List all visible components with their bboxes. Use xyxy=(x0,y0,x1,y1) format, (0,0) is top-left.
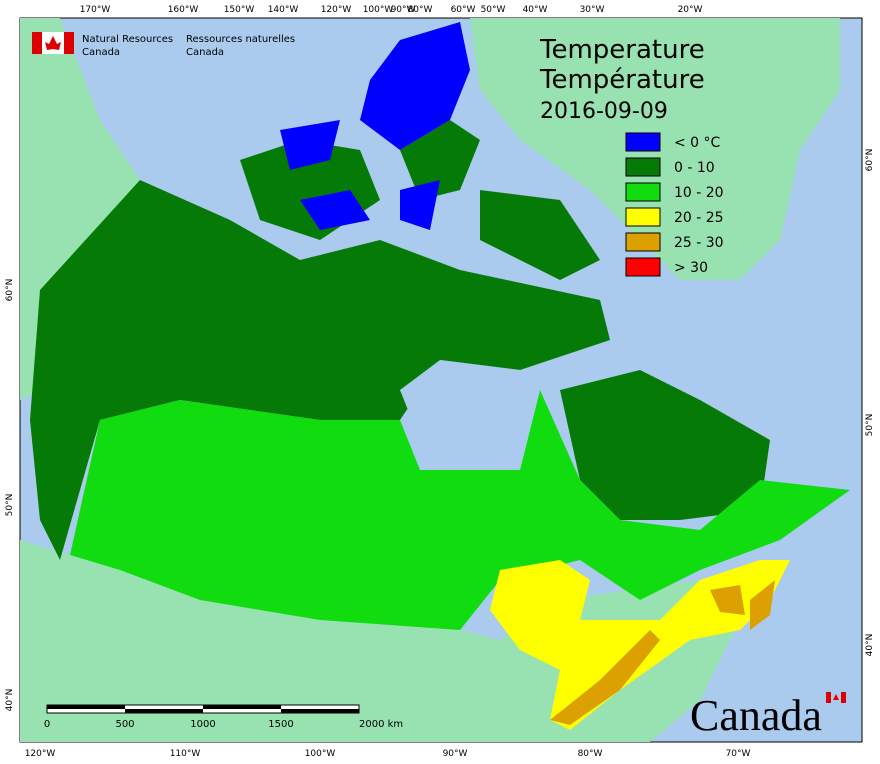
legend-swatch xyxy=(625,207,661,227)
org-name-en: Canada xyxy=(82,47,120,58)
map-title: 2016-09-09 xyxy=(540,99,668,124)
org-name-fr: Ressources naturelles xyxy=(186,34,295,45)
legend-swatch xyxy=(625,132,661,152)
hudson-bay xyxy=(400,360,540,470)
right-latitude-label: 40°N xyxy=(865,634,875,657)
top-longitude-label: 60°W xyxy=(451,5,476,15)
bottom-longitude-label: 110°W xyxy=(170,749,201,759)
top-longitude-label: 30°W xyxy=(580,5,605,15)
top-longitude-label: 140°W xyxy=(268,5,299,15)
map-title: Température xyxy=(539,65,705,95)
scale-label: 0 xyxy=(44,719,50,730)
right-latitude-label: 60°N xyxy=(865,149,875,172)
left-latitude-label: 60°N xyxy=(5,279,15,302)
region-cold xyxy=(280,22,470,230)
wordmark-flag xyxy=(826,692,846,703)
right-latitude-label: 50°N xyxy=(865,414,875,437)
region-cool xyxy=(30,180,610,560)
bottom-longitude-label: 90°W xyxy=(443,749,468,759)
scale-label: 1500 xyxy=(268,719,293,730)
top-longitude-label: 50°W xyxy=(481,5,506,15)
legend-label: > 30 xyxy=(674,260,708,276)
top-longitude-label: 170°W xyxy=(80,5,111,15)
legend-label: 0 - 10 xyxy=(674,160,715,176)
org-name-fr: Canada xyxy=(186,47,224,58)
top-longitude-label: 20°W xyxy=(678,5,703,15)
scale-bar: 0 500 1000 1500 2000 km xyxy=(44,704,403,730)
bottom-longitude-label: 120°W xyxy=(25,749,56,759)
left-latitude-label: 40°N xyxy=(5,689,15,712)
legend-swatch xyxy=(625,157,661,177)
region-cool xyxy=(560,370,770,520)
legend-swatch xyxy=(625,257,661,277)
canada-wordmark: Canada xyxy=(690,691,822,740)
top-longitude-label: 150°W xyxy=(224,5,255,15)
bottom-longitude-label: 70°W xyxy=(726,749,751,759)
scale-label: 1000 xyxy=(190,719,215,730)
legend-swatch xyxy=(625,182,661,202)
top-longitude-label: 40°W xyxy=(523,5,548,15)
top-longitude-label: 120°W xyxy=(321,5,352,15)
top-longitude-label: 80°W xyxy=(408,5,433,15)
map-title: Temperature xyxy=(539,35,705,65)
legend-label: 20 - 25 xyxy=(674,210,724,226)
bottom-longitude-label: 100°W xyxy=(305,749,336,759)
legend-label: 10 - 20 xyxy=(674,185,724,201)
left-latitude-label: 50°N xyxy=(5,494,15,517)
top-longitude-label: 90°W xyxy=(391,5,416,15)
bottom-longitude-label: 80°W xyxy=(578,749,603,759)
top-longitude-label: 100°W xyxy=(363,5,394,15)
scale-label: 2000 km xyxy=(359,719,403,730)
legend-label: < 0 °C xyxy=(674,135,721,151)
legend-swatch xyxy=(625,232,661,252)
scale-label: 500 xyxy=(115,719,134,730)
region-mild xyxy=(70,390,850,630)
nrcan-logo xyxy=(32,32,74,54)
org-name-en: Natural Resources xyxy=(82,34,173,45)
legend-label: 25 - 30 xyxy=(674,235,724,251)
top-longitude-label: 160°W xyxy=(168,5,199,15)
region-hot xyxy=(550,580,775,725)
